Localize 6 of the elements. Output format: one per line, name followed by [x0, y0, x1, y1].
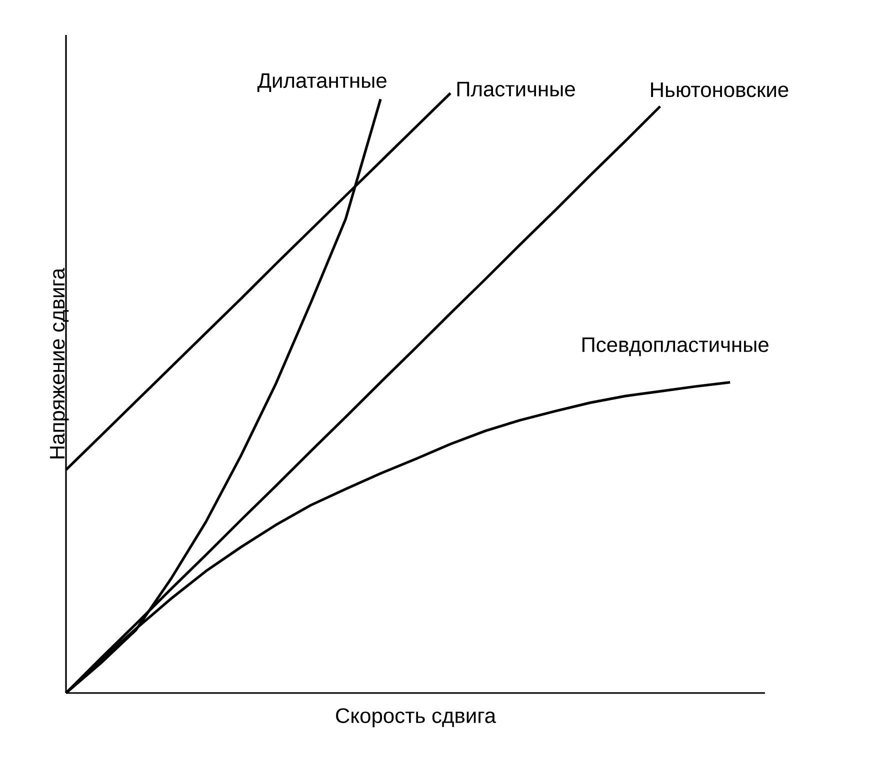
series-label: Пластичные	[457, 82, 575, 96]
series-label: Ньютоновские	[651, 82, 788, 98]
x-axis-title: Скорость сдвига	[336, 708, 496, 728]
series-label: Дилатантные	[257, 73, 386, 92]
y-axis-title: Напряжение сдвига	[50, 268, 69, 458]
text: Псевдопластичные	[582, 337, 768, 356]
